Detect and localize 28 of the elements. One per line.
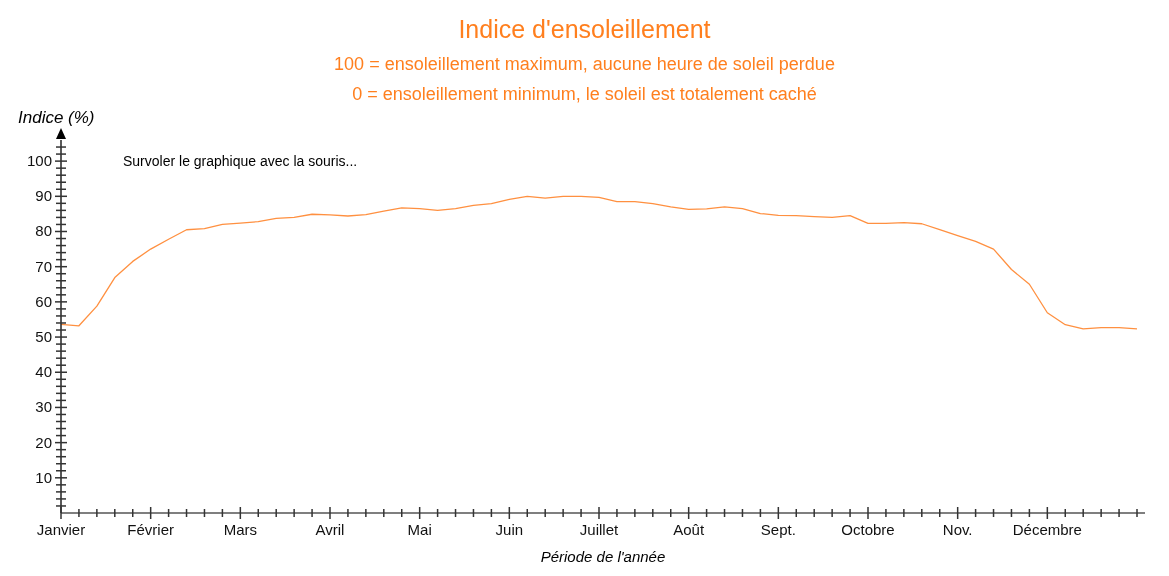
line-series (60, 195, 1138, 330)
x-tick-label: Avril (315, 521, 345, 538)
y-tick-label: 30 (35, 398, 52, 416)
y-tick-label: 40 (35, 363, 52, 381)
x-tick-label: Mai (407, 521, 432, 538)
y-tick-label: 70 (35, 257, 52, 275)
y-axis-title: Indice (%) (18, 108, 95, 127)
x-tick-label: Janvier (36, 521, 86, 538)
y-tick-label: 20 (35, 433, 52, 451)
y-tick-label: 80 (35, 222, 52, 240)
y-tick-label: 50 (35, 328, 52, 346)
x-axis-title: Période de l'année (540, 548, 666, 565)
x-tick-label: Sept. (760, 521, 796, 538)
y-tick-label: 100 (26, 152, 52, 170)
x-tick-label: Octobre (841, 521, 895, 538)
x-tick-label: Août (673, 521, 705, 538)
y-tick-label: 60 (35, 292, 52, 310)
x-tick-label: Décembre (1012, 521, 1082, 538)
y-tick-label: 90 (35, 187, 52, 205)
x-tick-label: Nov. (942, 521, 973, 538)
chart-subtitle: 100 = ensoleillement maximum, aucune heure de soleil perdue 0 = ensoleillement minimum, le soleil est totalement caché (334, 54, 835, 104)
chart-title: Indice d'ensoleillement (458, 15, 711, 43)
x-tick-label: Février (127, 521, 175, 538)
x-tick-label: Juillet (579, 521, 619, 538)
y-tick-label: 10 (35, 468, 52, 486)
x-tick-label: Juin (495, 521, 524, 538)
annotation: Survoler le graphique avec la souris... (123, 153, 358, 170)
x-tick-label: Mars (223, 521, 258, 538)
